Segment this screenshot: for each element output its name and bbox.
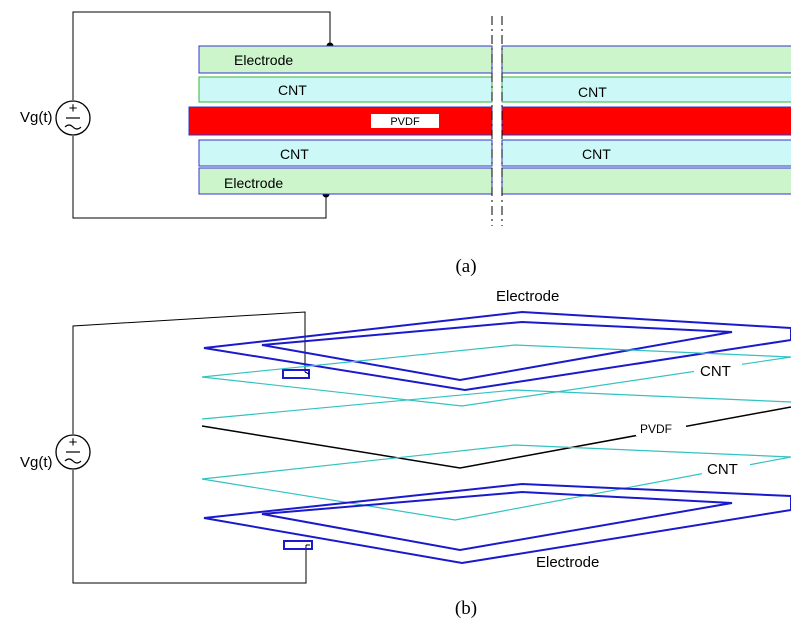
cnt-top-right-layer bbox=[501, 76, 791, 103]
svg-text:+: + bbox=[69, 100, 78, 117]
cnt-top-right-label: CNT bbox=[578, 84, 607, 100]
svg-text:+: + bbox=[69, 434, 78, 451]
electrode-top-label-b: Electrode bbox=[496, 288, 559, 305]
caption-b: (b) bbox=[455, 598, 477, 619]
electrode-bottom-right-layer bbox=[501, 167, 791, 195]
cnt-bottom-label-mask bbox=[702, 458, 750, 478]
source-label-b: Vg(t) bbox=[20, 454, 53, 471]
cnt-top-left-layer bbox=[198, 76, 493, 103]
caption-a: (a) bbox=[455, 256, 476, 277]
pvdf-label-box bbox=[371, 114, 439, 128]
layer-stack-right bbox=[501, 45, 791, 195]
cnt-top-label-b: CNT bbox=[700, 363, 731, 380]
panel-b: + Vg(t) bbox=[20, 288, 791, 619]
electrode-bottom-frame bbox=[203, 482, 791, 565]
break-lines bbox=[491, 16, 503, 226]
electrode-top-right-layer bbox=[501, 45, 791, 74]
cnt-bottom-sheet bbox=[201, 444, 791, 521]
cnt-top-sheet bbox=[201, 344, 791, 407]
pvdf-label-mask bbox=[636, 420, 686, 436]
pvdf-sheet bbox=[201, 389, 791, 469]
voltage-source-b: + bbox=[55, 434, 91, 470]
electrode-top-left-layer bbox=[198, 45, 493, 74]
electrode-bottom-left-layer bbox=[198, 167, 493, 195]
source-label-a: Vg(t) bbox=[20, 109, 53, 126]
pvdf-label-a: PVDF bbox=[390, 116, 420, 128]
pvdf-right-layer bbox=[501, 106, 791, 136]
cnt-bottom-label-b: CNT bbox=[707, 461, 738, 478]
layer-stack-left bbox=[188, 45, 493, 195]
cnt-bottom-left-label: CNT bbox=[280, 146, 309, 162]
electrode-bottom-label: Electrode bbox=[224, 175, 283, 191]
electrode-bottom-label-b: Electrode bbox=[536, 554, 599, 571]
cnt-bottom-right-layer bbox=[501, 139, 791, 167]
electrode-top-label: Electrode bbox=[234, 52, 293, 68]
voltage-source-a: + bbox=[55, 100, 91, 136]
contact-leads-b bbox=[304, 371, 310, 546]
cnt-bottom-right-label: CNT bbox=[582, 146, 611, 162]
cnt-top-label-mask bbox=[694, 360, 742, 380]
circuit-wires-a bbox=[72, 11, 331, 219]
pvdf-left-layer bbox=[188, 106, 493, 136]
panel-a: + Vg(t) Electrode CN bbox=[20, 11, 791, 277]
cnt-top-left-label: CNT bbox=[278, 82, 307, 98]
circuit-wires-b bbox=[72, 311, 307, 584]
pvdf-label-b: PVDF bbox=[640, 422, 672, 436]
cnt-bottom-left-layer bbox=[198, 139, 493, 167]
